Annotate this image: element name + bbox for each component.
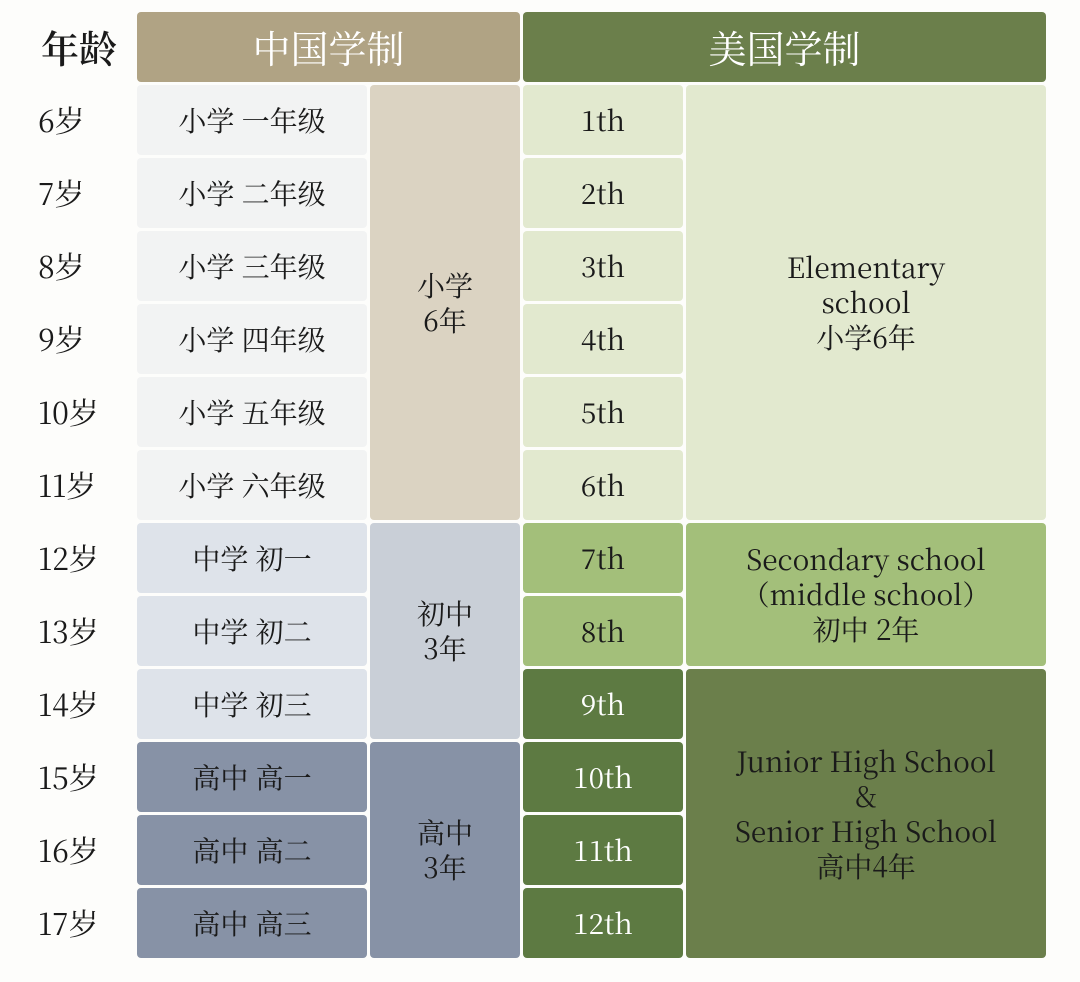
us-grade-cell: 11th	[523, 815, 683, 885]
age-cell: 12岁	[24, 523, 134, 593]
us-grade-cell: 2th	[523, 158, 683, 228]
us-grade-cell: 9th	[523, 669, 683, 739]
us-grade-cell: 12th	[523, 888, 683, 958]
age-cell: 6岁	[24, 85, 134, 155]
china-grade-cell: 中学 初一	[137, 523, 367, 593]
china-grade-cell: 高中 高二	[137, 815, 367, 885]
age-cell: 7岁	[24, 158, 134, 228]
us-stage-elementary: Elementary school 小学6年	[686, 85, 1046, 520]
age-cell: 15岁	[24, 742, 134, 812]
china-grade-cell: 小学 六年级	[137, 450, 367, 520]
age-cell: 16岁	[24, 815, 134, 885]
china-grade-cell: 小学 五年级	[137, 377, 367, 447]
age-cell: 14岁	[24, 669, 134, 739]
us-stage-high: Junior High School & Senior High School …	[686, 669, 1046, 958]
china-grade-cell: 小学 一年级	[137, 85, 367, 155]
age-cell: 13岁	[24, 596, 134, 666]
us-grade-cell: 4th	[523, 304, 683, 374]
age-cell: 8岁	[24, 231, 134, 301]
us-grade-cell: 8th	[523, 596, 683, 666]
header-us: 美国学制	[523, 12, 1046, 82]
us-grade-cell: 1th	[523, 85, 683, 155]
china-grade-cell: 小学 三年级	[137, 231, 367, 301]
us-grade-cell: 6th	[523, 450, 683, 520]
china-grade-cell: 中学 初三	[137, 669, 367, 739]
header-age: 年龄	[24, 12, 134, 82]
us-grade-cell: 7th	[523, 523, 683, 593]
china-stage-elementary: 小学 6年	[370, 85, 520, 520]
comparison-table: 年龄 中国学制 美国学制 6岁 小学 一年级 小学 6年 1th Element…	[24, 12, 1056, 958]
age-cell: 11岁	[24, 450, 134, 520]
age-cell: 10岁	[24, 377, 134, 447]
us-stage-middle: Secondary school （middle school） 初中 2年	[686, 523, 1046, 666]
china-grade-cell: 高中 高一	[137, 742, 367, 812]
china-grade-cell: 小学 四年级	[137, 304, 367, 374]
us-grade-cell: 5th	[523, 377, 683, 447]
us-grade-cell: 3th	[523, 231, 683, 301]
header-china: 中国学制	[137, 12, 520, 82]
us-grade-cell: 10th	[523, 742, 683, 812]
china-grade-cell: 中学 初二	[137, 596, 367, 666]
china-grade-cell: 小学 二年级	[137, 158, 367, 228]
age-cell: 9岁	[24, 304, 134, 374]
china-stage-high: 高中 3年	[370, 742, 520, 958]
china-grade-cell: 高中 高三	[137, 888, 367, 958]
age-cell: 17岁	[24, 888, 134, 958]
china-stage-middle: 初中 3年	[370, 523, 520, 739]
